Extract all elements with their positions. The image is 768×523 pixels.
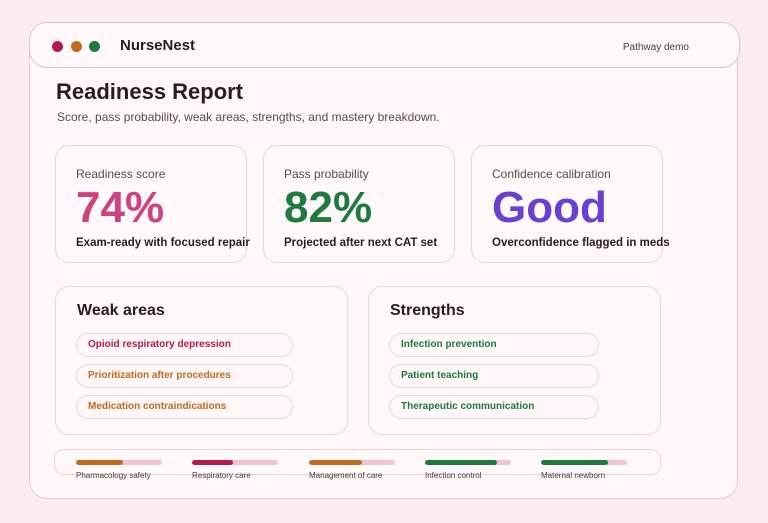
title-bar: NurseNest Pathway demo	[29, 22, 740, 68]
confidence-calibration-value: Good	[492, 183, 607, 232]
minimize-window-button[interactable]	[71, 41, 82, 52]
page-title: Readiness Report	[56, 79, 244, 104]
app-window: NurseNest Pathway demo Readiness Report …	[29, 22, 740, 499]
strength-chip[interactable]: Patient teaching	[389, 364, 599, 388]
confidence-calibration-card: Confidence calibration Good Overconfiden…	[471, 145, 670, 263]
maximize-window-button[interactable]	[89, 41, 100, 52]
mastery-bar	[309, 460, 395, 465]
strengths-panel: Strengths Infection prevention Patient t…	[368, 286, 661, 435]
pass-probability-value: 82%	[284, 183, 373, 232]
strength-chip[interactable]: Therapeutic communication	[389, 395, 599, 419]
mastery-bar	[76, 460, 162, 465]
pass-probability-card: Pass probability 82% Projected after nex…	[263, 145, 455, 263]
metric-note: Exam-ready with focused repair	[76, 237, 250, 249]
mastery-label: Respiratory care	[192, 471, 251, 480]
readiness-score-value: 74%	[76, 183, 165, 232]
weak-areas-panel: Weak areas Opioid respiratory depression…	[55, 286, 348, 435]
readiness-score-card: Readiness score 74% Exam-ready with focu…	[55, 145, 250, 263]
page-subtitle: Score, pass probability, weak areas, str…	[57, 110, 440, 124]
metric-label: Readiness score	[76, 167, 166, 181]
mastery-fill	[425, 460, 498, 465]
strength-chip[interactable]: Infection prevention	[389, 333, 599, 357]
mastery-label: Maternal newborn	[541, 471, 606, 480]
mastery-label: Pharmacology safety	[76, 471, 151, 480]
mastery-bar	[425, 460, 511, 465]
weak-areas-title: Weak areas	[77, 302, 165, 319]
mastery-bar	[192, 460, 278, 465]
pathway-demo-label: Pathway demo	[622, 42, 689, 53]
metric-label: Confidence calibration	[492, 167, 611, 181]
mastery-label: Infection control	[425, 471, 482, 480]
weak-area-chip[interactable]: Prioritization after procedures	[76, 364, 293, 388]
weak-area-chip[interactable]: Opioid respiratory depression	[76, 333, 293, 357]
mastery-breakdown: Pharmacology safety Respiratory care Man…	[54, 449, 661, 480]
strengths-title: Strengths	[390, 302, 465, 319]
metric-label: Pass probability	[284, 167, 369, 181]
mastery-fill	[309, 460, 363, 465]
metric-note: Overconfidence flagged in meds	[492, 237, 670, 249]
mastery-label: Management of care	[309, 471, 383, 480]
weak-area-chip[interactable]: Medication contraindications	[76, 395, 293, 419]
close-window-button[interactable]	[52, 41, 63, 52]
mastery-fill	[76, 460, 124, 465]
metric-note: Projected after next CAT set	[284, 237, 438, 249]
app-title: NurseNest	[120, 37, 196, 54]
mastery-fill	[192, 460, 234, 465]
mastery-bar	[541, 460, 627, 465]
mastery-fill	[541, 460, 609, 465]
